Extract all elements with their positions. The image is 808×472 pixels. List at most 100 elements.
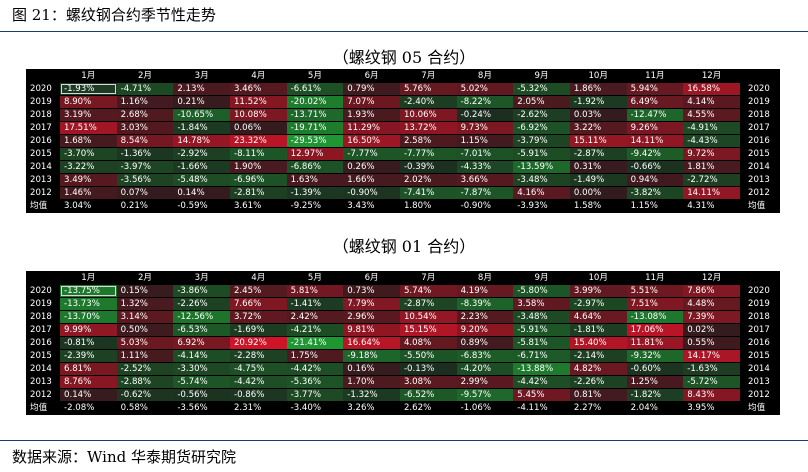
heatmap-cell: -2.97%	[569, 298, 627, 310]
heatmap-cell: 16.64%	[343, 337, 400, 349]
year-label: 2013	[30, 175, 52, 185]
heatmap-cell: -7.77%	[399, 148, 457, 160]
average-label: 均值	[30, 403, 48, 413]
heatmap-cell: 0.55%	[683, 337, 740, 349]
heatmap-cell: 0.79%	[343, 83, 400, 95]
heatmap-cell: -1.82%	[626, 389, 684, 401]
heatmap-cell: -21.41%	[286, 337, 344, 349]
heatmap-cell: -5.91%	[513, 148, 570, 160]
heatmap-cell: 5.76%	[399, 83, 457, 95]
average-cell: 3.26%	[343, 402, 400, 414]
average-cell: -0.59%	[173, 200, 230, 212]
month-header: 6月	[364, 71, 379, 81]
heatmap-cell: 5.74%	[399, 285, 457, 297]
heatmap-cell: -1.49%	[569, 174, 627, 186]
month-header: 3月	[194, 273, 209, 283]
heatmap-cell: -3.70%	[60, 148, 117, 160]
average-cell: 0.58%	[116, 402, 174, 414]
heatmap-cell: -0.13%	[399, 363, 457, 375]
heatmap-cell: -13.59%	[513, 161, 570, 173]
heatmap-cell: -3.97%	[116, 161, 174, 173]
heatmap-cell: -13.71%	[286, 109, 344, 121]
heatmap-cell: 9.72%	[683, 148, 740, 160]
heatmap-cell: -0.24%	[456, 109, 514, 121]
heatmap-cell: 11.29%	[343, 122, 400, 134]
heatmap-cell: 8.90%	[60, 96, 117, 108]
heatmap-cell: -1.84%	[173, 122, 230, 134]
heatmap-cell: -5.72%	[683, 376, 740, 388]
heatmap-cell: -0.90%	[343, 187, 400, 199]
heatmap-cell: -4.43%	[683, 135, 740, 147]
heatmap-cell: 0.31%	[569, 161, 627, 173]
heatmap-cell: -3.86%	[173, 285, 230, 297]
heatmap-cell: 5.81%	[286, 285, 344, 297]
month-header: 12月	[701, 273, 722, 283]
heatmap-cell: -8.22%	[456, 96, 514, 108]
heatmap-cell: 9.26%	[626, 122, 684, 134]
heatmap-cell: 1.93%	[343, 109, 400, 121]
average-cell: -3.93%	[513, 200, 570, 212]
average-cell: 4.31%	[683, 200, 740, 212]
table-row: 2020 -1.93% -4.71% 2.13% 3.46% -6.61% 0.79% 5.7…	[26, 83, 780, 95]
heatmap-cell: -20.02%	[286, 96, 344, 108]
heatmap-cell: -4.71%	[116, 83, 174, 95]
heatmap-cell: -13.73%	[60, 298, 117, 310]
heatmap-cell: 9.99%	[60, 324, 117, 336]
heatmap-cell: -1.92%	[569, 96, 627, 108]
month-header: 5月	[307, 273, 322, 283]
heatmap-cell: 2.96%	[343, 311, 400, 323]
heatmap-cell: -9.57%	[456, 389, 514, 401]
table-row: 2015 -3.70% -1.36% -2.92% -8.11% 12.97% -7.77%…	[26, 148, 780, 160]
heatmap-cell: -0.56%	[173, 389, 230, 401]
average-label-right: 均值	[748, 403, 766, 413]
year-label: 2012	[30, 390, 52, 400]
heatmap-cell: 3.46%	[229, 83, 287, 95]
heatmap-cell: -8.39%	[456, 298, 514, 310]
heatmap-cell: 14.11%	[626, 135, 684, 147]
heatmap-cell: 5.51%	[626, 285, 684, 297]
average-cell: -3.40%	[286, 402, 344, 414]
year-label-right: 2020	[748, 84, 770, 94]
year-label: 2016	[30, 338, 52, 348]
heatmap-cell: -2.52%	[116, 363, 174, 375]
heatmap-cell: -3.22%	[60, 161, 117, 173]
heatmap-cell: 7.51%	[626, 298, 684, 310]
heatmap-cell: 15.40%	[569, 337, 627, 349]
average-cell: 2.04%	[626, 402, 684, 414]
heatmap-cell: 0.14%	[173, 187, 230, 199]
heatmap-cell: 3.58%	[513, 298, 570, 310]
year-label: 2016	[30, 136, 52, 146]
heatmap-cell: 2.45%	[229, 285, 287, 297]
heatmap-cell: -5.91%	[513, 324, 570, 336]
heatmap-cell: 1.32%	[116, 298, 174, 310]
heatmap-cell: 7.66%	[229, 298, 287, 310]
average-cell: 3.43%	[343, 200, 400, 212]
heatmap-cell: 2.42%	[286, 311, 344, 323]
month-header: 11月	[645, 71, 665, 81]
heatmap-cell: 7.86%	[683, 285, 740, 297]
heatmap-cell: -5.50%	[399, 350, 457, 362]
heatmap-cell: -7.01%	[456, 148, 514, 160]
year-label-right: 2015	[748, 149, 770, 159]
average-cell: -9.25%	[286, 200, 344, 212]
heatmap-cell: -4.91%	[683, 122, 740, 134]
year-label-right: 2016	[748, 338, 770, 348]
year-label: 2018	[30, 110, 52, 120]
average-cell: 3.61%	[229, 200, 287, 212]
heatmap-cell: 4.82%	[569, 363, 627, 375]
heatmap-cell: 1.63%	[286, 174, 344, 186]
heatmap-cell: 14.78%	[173, 135, 230, 147]
year-label-right: 2020	[748, 286, 770, 296]
year-label-right: 2014	[748, 364, 770, 374]
section-title-01: （螺纹钢 01 合约）	[332, 237, 476, 256]
heatmap-cell: 0.21%	[173, 96, 230, 108]
year-label: 2020	[30, 84, 52, 94]
heatmap-cell: -2.39%	[60, 350, 117, 362]
table-row: 2012 1.46% 0.07% 0.14% -2.81% -1.39% -0.90% -7.…	[26, 187, 780, 199]
table-row: 2014 6.81% -2.52% -3.30% -4.75% -4.42% 0.16% -0…	[26, 363, 780, 375]
heatmap-cell: -0.60%	[626, 363, 684, 375]
average-cell: 3.04%	[60, 200, 117, 212]
heatmap-cell: -2.88%	[116, 376, 174, 388]
heatmap-cell: -6.71%	[513, 350, 570, 362]
heatmap-cell: 0.50%	[116, 324, 174, 336]
